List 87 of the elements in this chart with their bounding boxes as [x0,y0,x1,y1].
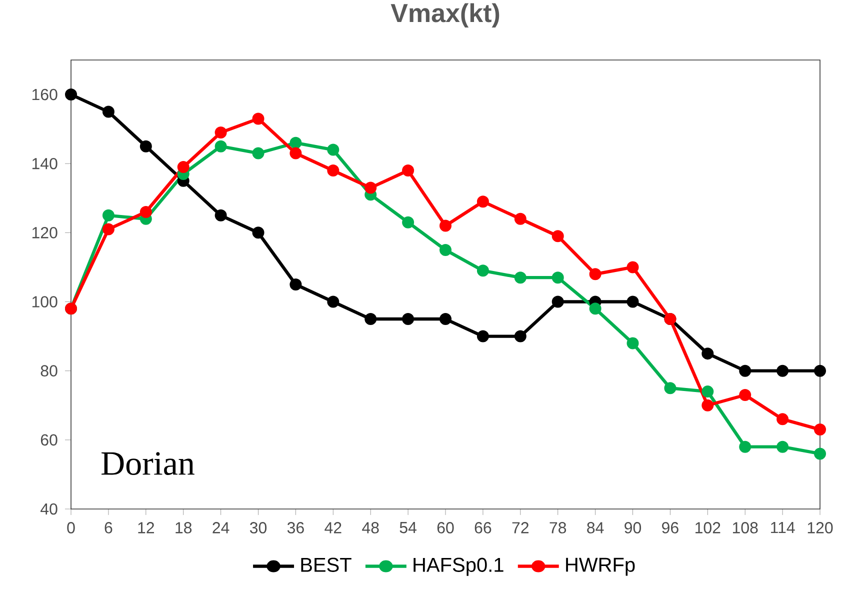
point [140,206,152,218]
point [702,386,714,398]
x-tick-label: 96 [662,522,678,534]
point [626,261,639,274]
x-tick-label: 72 [512,522,528,534]
x-tick-label: 102 [696,522,720,534]
point [364,313,377,326]
x-tick-label: 6 [104,522,112,534]
x-tick-label: 60 [437,522,454,534]
point [626,296,639,308]
point [514,330,526,342]
point [102,209,114,222]
point [739,389,752,402]
x-tick-label: 108 [732,522,758,534]
point [476,330,489,342]
point [814,364,826,377]
chart-title: Vmax(kt) [390,3,500,28]
point [514,212,526,225]
x-tick-label: 84 [587,522,604,534]
point [664,382,676,394]
point [552,230,564,242]
point [702,399,714,412]
point [402,164,414,177]
point [327,164,340,177]
point [290,278,302,290]
point [440,244,452,256]
point [814,448,826,460]
point [177,161,190,174]
point [739,440,752,453]
point [702,348,714,360]
legend-label: HAFSp0.1 [414,558,504,576]
y-tick-label: 100 [32,296,58,308]
point [739,364,752,377]
point [776,364,789,377]
point [214,140,227,152]
y-tick-label: 120 [32,227,58,238]
point [214,126,227,139]
y-tick-label: 60 [40,434,58,446]
y-tick-label: 40 [40,503,58,515]
point [440,313,452,326]
point [776,440,789,453]
point [140,140,152,152]
x-tick-label: 78 [550,522,566,534]
x-tick-label: 54 [400,522,416,534]
x-tick-label: 12 [138,522,154,534]
x-tick-label: 120 [808,522,833,534]
x-tick-label: 66 [474,522,492,534]
point [252,147,264,160]
x-tick-label: 18 [176,522,192,534]
point [102,223,114,236]
point [290,147,302,160]
point [814,424,826,436]
x-tick-label: 42 [324,522,342,534]
point [402,313,414,326]
point [626,337,639,350]
x-tick-label: 114 [771,522,795,534]
point [514,272,526,284]
point [327,296,340,308]
point [476,264,489,277]
point [552,296,564,308]
y-tick-label: 160 [32,88,58,100]
point [402,216,414,228]
point [252,226,264,239]
point [252,112,264,125]
y-tick-label: 80 [40,365,58,376]
x-tick-label: 36 [287,522,304,534]
point [290,136,302,149]
x-tick-label: 0 [67,522,75,534]
point [102,106,114,118]
point [476,196,489,208]
x-tick-label: 24 [212,522,230,534]
point [440,220,452,232]
y-tick-label: 140 [32,158,58,170]
annotation: Dorian [102,452,194,475]
x-tick-label: 90 [624,522,642,534]
legend-label: HWRFp [566,558,635,576]
x-tick-label: 48 [362,522,379,534]
point [589,268,602,280]
point [65,88,78,101]
legend-label: BEST [301,558,352,572]
point [589,302,602,315]
x-tick-label: 30 [250,522,267,534]
point [776,413,789,426]
point [327,144,340,156]
point [214,209,227,222]
point [364,182,377,194]
point [552,272,564,284]
